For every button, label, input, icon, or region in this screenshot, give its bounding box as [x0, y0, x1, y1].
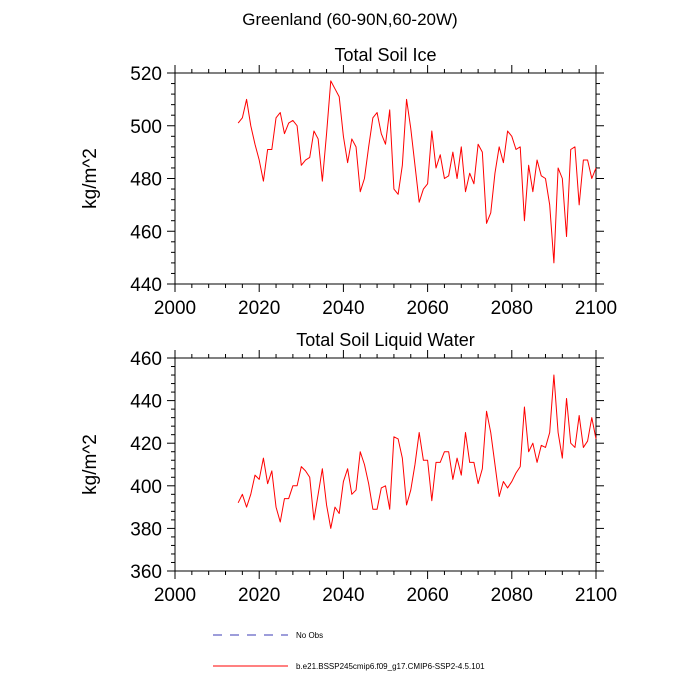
y-axis-label: kg/m^2: [80, 148, 101, 209]
y-tick-label: 460: [130, 349, 162, 370]
y-axis-label: kg/m^2: [80, 434, 101, 495]
y-tick-label: 420: [130, 434, 162, 455]
x-tick-label: 2080: [491, 585, 533, 606]
x-tick-label: 2060: [406, 298, 448, 319]
legend-model-label: b.e21.BSSP245cmip6.f09_g17.CMIP6-SSP2-4.…: [296, 662, 485, 671]
panel-title: Total Soil Liquid Water: [296, 330, 474, 350]
y-tick-label: 440: [130, 392, 162, 413]
x-tick-label: 2000: [154, 585, 196, 606]
chart-panel-1: Total Soil Ice kg/m^2 2000 2020 2040 2060 2080…: [80, 45, 617, 319]
legend-obs-label: No Obs: [296, 631, 323, 640]
x-tick-label: 2020: [238, 585, 280, 606]
y-tick-label: 380: [130, 519, 162, 540]
y-tick-label: 360: [130, 562, 162, 583]
y-tick-label: 440: [130, 275, 162, 296]
x-tick-label: 2040: [322, 298, 364, 319]
x-tick-label: 2020: [238, 298, 280, 319]
x-tick-label: 2040: [322, 585, 364, 606]
x-tick-label: 2080: [491, 298, 533, 319]
panel-title: Total Soil Ice: [334, 45, 436, 65]
plot-frame: [174, 357, 597, 572]
figure-title: Greenland (60-90N,60-20W): [242, 10, 458, 29]
y-tick-label: 500: [130, 117, 162, 138]
x-tick-label: 2100: [575, 298, 617, 319]
plot-frame: [174, 72, 597, 285]
x-tick-label: 2000: [154, 298, 196, 319]
x-tick-label: 2060: [406, 585, 448, 606]
y-tick-label: 460: [130, 222, 162, 243]
chart-panel-2: Total Soil Liquid Water kg/m^2 2000 2020 204…: [80, 330, 617, 606]
legend: No Obs b.e21.BSSP245cmip6.f09_g17.CMIP6-…: [213, 631, 485, 671]
series-line-1: [237, 80, 597, 264]
series-line-1: [237, 374, 597, 529]
x-tick-label: 2100: [575, 585, 617, 606]
y-tick-label: 520: [130, 64, 162, 85]
y-tick-label: 400: [130, 477, 162, 498]
y-tick-label: 480: [130, 170, 162, 191]
